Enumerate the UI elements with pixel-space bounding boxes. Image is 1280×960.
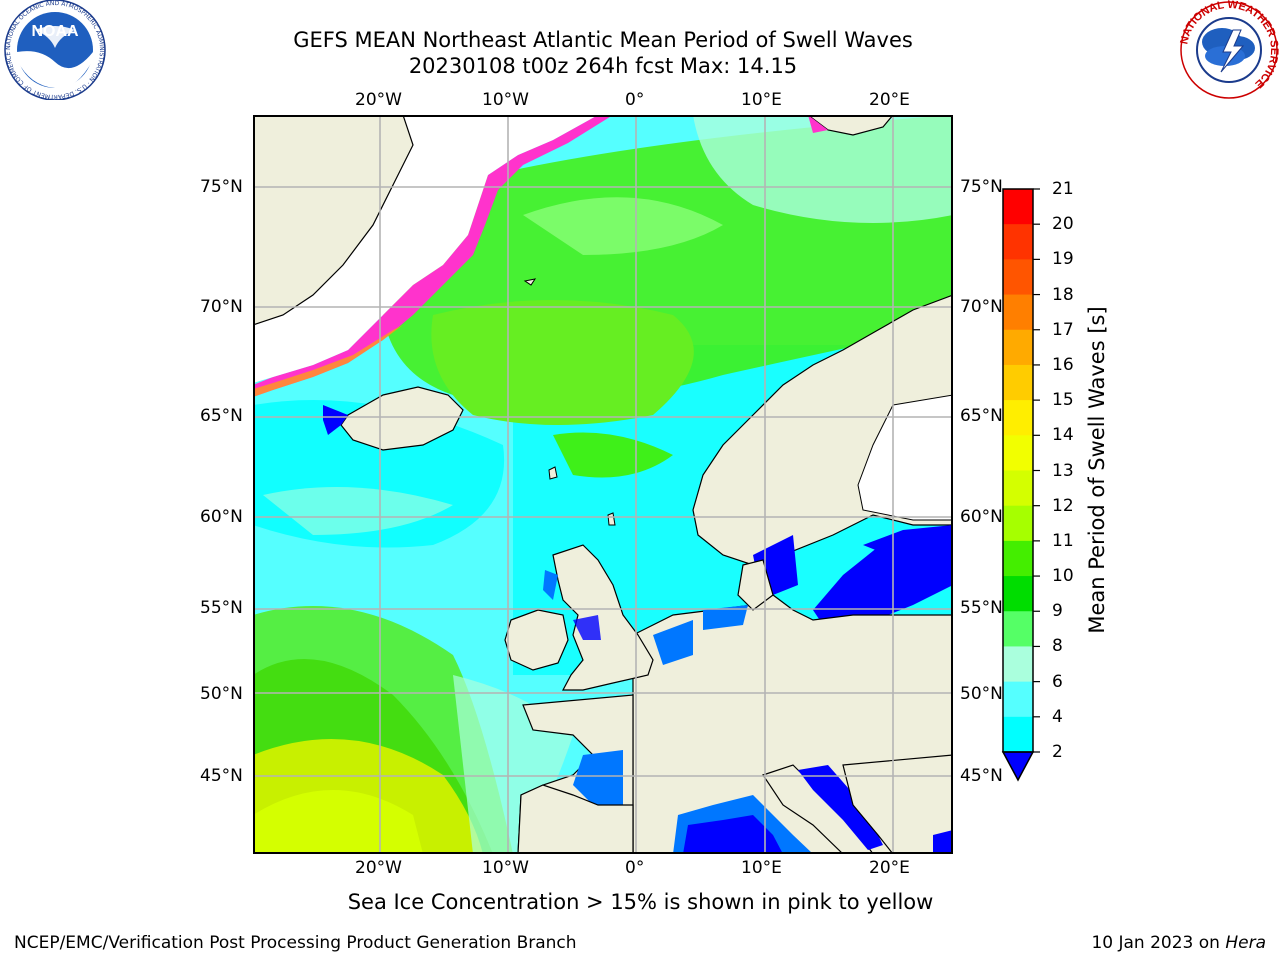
colorbar-tick-label: 17: [1052, 319, 1074, 340]
colorbar-tick-label: 15: [1052, 390, 1074, 411]
colorbar-segment: [1003, 259, 1033, 296]
colorbar-tick-label: 2: [1052, 742, 1063, 762]
colorbar-tick-label: 20: [1052, 214, 1074, 235]
lat-label-45n-right: 45°N: [960, 766, 1003, 786]
colorbar-tick-label: 4: [1052, 706, 1063, 727]
sea-ice-note: Sea Ice Concentration > 15% is shown in …: [347, 890, 934, 914]
colorbar-tick-label: 12: [1052, 495, 1074, 516]
lon-label-10e-bottom: 10°E: [741, 858, 782, 878]
colorbar-tick-label: 16: [1052, 354, 1074, 375]
colorbar-tick-label: 10: [1052, 566, 1074, 587]
colorbar-segment: [1003, 681, 1033, 718]
lat-label-65n-right: 65°N: [960, 406, 1003, 426]
colorbar-tick-label: 9: [1052, 601, 1063, 622]
lat-label-50n-left: 50°N: [200, 684, 243, 704]
colorbar-tick-label: 21: [1052, 179, 1074, 199]
colorbar-segment: [1003, 646, 1033, 683]
colorbar-segment: [1003, 505, 1033, 542]
nws-logo: NATIONAL WEATHER SERVICE: [1177, 0, 1280, 100]
colorbar-tick-label: 6: [1052, 671, 1063, 692]
footer-date-text: 10 Jan 2023 on: [1091, 933, 1226, 953]
lat-label-65n-left: 65°N: [200, 406, 243, 426]
colorbar-segment: [1003, 189, 1033, 225]
colorbar: [1000, 186, 1050, 786]
lon-label-20e-bottom: 20°E: [869, 858, 910, 878]
colorbar-segment: [1003, 470, 1033, 507]
colorbar-segment: [1003, 716, 1033, 753]
colorbar-segment: [1003, 435, 1033, 472]
noaa-logo: NOAA NATIONAL OCEANIC AND ATMOSPHERIC AD…: [0, 0, 110, 101]
svg-text:NOAA: NOAA: [31, 23, 79, 40]
lat-label-70n-left: 70°N: [200, 297, 243, 317]
lat-label-45n-left: 45°N: [200, 766, 243, 786]
lon-label-10e-top: 10°E: [741, 90, 782, 110]
colorbar-tick-label: 13: [1052, 460, 1074, 481]
swell-period-map: [253, 115, 953, 854]
colorbar-tick-label: 8: [1052, 636, 1063, 657]
colorbar-tick-label: 11: [1052, 530, 1074, 551]
colorbar-segment: [1003, 364, 1033, 401]
colorbar-segment: [1003, 576, 1033, 612]
map-subtitle: 20230108 t00z 264h fcst Max: 14.15: [408, 54, 798, 78]
lon-label-10w-top: 10°W: [482, 90, 529, 110]
lat-label-55n-left: 55°N: [200, 598, 243, 618]
colorbar-tick-label: 19: [1052, 249, 1074, 270]
colorbar-segment: [1003, 224, 1033, 260]
lat-label-75n-left: 75°N: [200, 177, 243, 197]
lat-label-60n-right: 60°N: [960, 507, 1003, 527]
footer-date: 10 Jan 2023 on Hera: [1091, 933, 1266, 953]
lon-label-10w-bottom: 10°W: [482, 858, 529, 878]
lon-label-20e-top: 20°E: [869, 90, 910, 110]
lon-label-0-top: 0°: [625, 90, 645, 110]
colorbar-segment: [1003, 611, 1033, 648]
colorbar-label: Mean Period of Swell Waves [s]: [1085, 306, 1109, 634]
colorbar-tick-label: 14: [1052, 425, 1074, 446]
lon-label-20w-top: 20°W: [355, 90, 402, 110]
colorbar-segment: [1003, 294, 1033, 331]
map-title: GEFS MEAN Northeast Atlantic Mean Period…: [293, 28, 913, 52]
lat-label-75n-right: 75°N: [960, 177, 1003, 197]
lon-label-20w-bottom: 20°W: [355, 858, 402, 878]
colorbar-tick-label: 18: [1052, 284, 1074, 305]
footer-machine: Hera: [1225, 933, 1266, 953]
colorbar-segment: [1003, 540, 1033, 577]
lon-label-0-bottom: 0°: [625, 858, 645, 878]
lat-label-60n-left: 60°N: [200, 507, 243, 527]
lat-label-55n-right: 55°N: [960, 598, 1003, 618]
lat-label-50n-right: 50°N: [960, 684, 1003, 704]
lat-label-70n-right: 70°N: [960, 297, 1003, 317]
footer-credit: NCEP/EMC/Verification Post Processing Pr…: [14, 933, 577, 953]
colorbar-segment: [1003, 400, 1033, 436]
colorbar-segment: [1003, 329, 1033, 366]
